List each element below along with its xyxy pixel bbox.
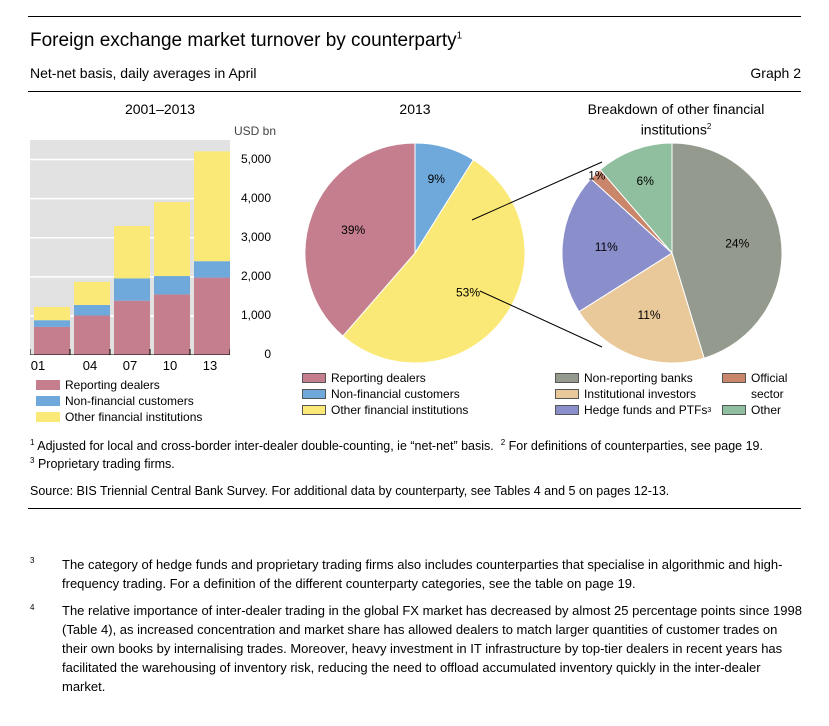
legend-item: Non-financial customers <box>302 386 468 402</box>
pie-slice-label: 39% <box>341 223 365 237</box>
legend-swatch-reporting-dealers <box>36 380 60 390</box>
bar-x-tick-label: 07 <box>122 358 138 373</box>
legend-item: Other financial institutions <box>302 402 468 418</box>
legend-swatch-other <box>722 405 746 415</box>
note-number: 4 <box>30 603 35 612</box>
bar-segment <box>154 202 190 277</box>
title-footnote-ref: 1 <box>456 30 463 42</box>
graph-number: Graph 2 <box>750 65 801 81</box>
pie-breakdown: 24% 11% 11% 1% 6% <box>561 142 783 364</box>
bar-segment <box>154 276 190 295</box>
pie-slice <box>671 142 783 359</box>
pie2-legend-col1: Non-reporting banks Institutional invest… <box>555 370 711 418</box>
source-note: Source: BIS Triennial Central Bank Surve… <box>30 484 670 498</box>
bar-y-tick-label: 3,000 <box>240 229 271 244</box>
pie1-legend: Reporting dealers Non-financial customer… <box>302 370 468 418</box>
bar-segment <box>34 326 70 355</box>
legend-swatch-non-financial <box>36 396 60 406</box>
pie2-legend-col2: Official sector Other <box>722 370 787 418</box>
legend-item: Institutional investors <box>555 386 711 402</box>
legend-item-continued: sector <box>751 387 784 401</box>
bar-segment <box>74 281 110 305</box>
header-rule <box>28 91 801 92</box>
bar-segment <box>34 306 70 321</box>
pie-slice-label: 1% <box>588 169 606 183</box>
connector-lines <box>471 161 603 348</box>
legend-item: Other <box>722 402 787 418</box>
legend-swatch-other-financial <box>36 412 60 422</box>
bar-segment <box>74 315 110 355</box>
pie2-title-ref: 2 <box>706 122 712 131</box>
bar-x-tick-label: 01 <box>30 358 46 373</box>
bar-x-tick-label: 13 <box>202 358 218 373</box>
bar-segment <box>194 277 230 355</box>
graph-title: Foreign exchange market turnover by coun… <box>30 30 463 51</box>
bar-segment <box>114 226 150 279</box>
note-text: The relative importance of inter-dealer … <box>62 603 802 694</box>
note-text: The category of hedge funds and propriet… <box>62 557 783 591</box>
hedge-funds-ref: 3 <box>707 406 712 414</box>
bar-legend: Reporting dealers Non-financial customer… <box>36 377 202 425</box>
legend-swatch-official-sector <box>722 373 746 383</box>
pie-slice-label: 9% <box>428 172 446 186</box>
pie-slice <box>342 159 526 364</box>
pie-slice <box>599 142 673 255</box>
bar-unit-label: USD bn <box>234 124 277 138</box>
legend-item: Official <box>722 370 787 386</box>
legend-swatch-hedge-funds <box>555 405 579 415</box>
legend-swatch-other-financial <box>302 405 326 415</box>
bar-chart <box>30 140 230 355</box>
legend-swatch-reporting-dealers <box>302 373 326 383</box>
pie-slice-label: 6% <box>637 174 655 188</box>
bar-y-tick-label: 4,000 <box>240 190 271 205</box>
bar-segment <box>194 151 230 262</box>
bar-x-tick-label: 04 <box>82 358 98 373</box>
bar-segment <box>194 261 230 278</box>
pie-slice-label: 11% <box>637 308 660 322</box>
bar-segment <box>114 278 150 301</box>
pie-slice <box>561 178 673 313</box>
bar-y-tick-label: 1,000 <box>240 307 271 322</box>
bar-y-tick-label: 5,000 <box>240 151 271 166</box>
legend-swatch-institutional-investors <box>555 389 579 399</box>
bar-segment <box>34 320 70 327</box>
bottom-rule <box>28 508 801 509</box>
legend-item: Non-reporting banks <box>555 370 711 386</box>
legend-item: Non-financial customers <box>36 393 202 409</box>
legend-item: Other financial institutions <box>36 409 202 425</box>
pie-slice-label: 53% <box>456 285 480 299</box>
pie-slice-label: 24% <box>725 236 749 250</box>
footnotes-line2: 3 Proprietary trading firms. <box>30 456 175 472</box>
bar-x-tick-label: 10 <box>162 358 178 373</box>
pie1-title: 2013 <box>399 101 431 117</box>
footnotes-line1: 1 Adjusted for local and cross-border in… <box>30 438 763 454</box>
graph-subtitle: Net-net basis, daily averages in April <box>30 65 257 81</box>
legend-item: Hedge funds and PTFs 3 <box>555 402 711 418</box>
note-number: 3 <box>30 556 35 565</box>
bar-y-tick-label: 2,000 <box>240 268 271 283</box>
legend-item: Reporting dealers <box>302 370 468 386</box>
pie-slice <box>578 252 705 364</box>
bar-segment <box>154 294 190 355</box>
pie2-title: Breakdown of other financial institution… <box>587 101 765 138</box>
bar-segment <box>74 304 110 316</box>
legend-swatch-non-financial <box>302 389 326 399</box>
bar-y-tick-label: 0 <box>264 347 271 361</box>
legend-swatch-non-reporting-banks <box>555 373 579 383</box>
pie-slice-label: 11% <box>595 240 618 254</box>
top-rule <box>28 16 801 17</box>
pie-2013: 9% 53% 39% <box>304 142 526 364</box>
pie-slice <box>304 142 416 337</box>
connector-line-upper <box>471 161 603 221</box>
bar-panel-title: 2001–2013 <box>124 101 196 117</box>
legend-item: Reporting dealers <box>36 377 202 393</box>
connector-line-lower <box>479 290 603 348</box>
bar-segment <box>114 300 150 355</box>
